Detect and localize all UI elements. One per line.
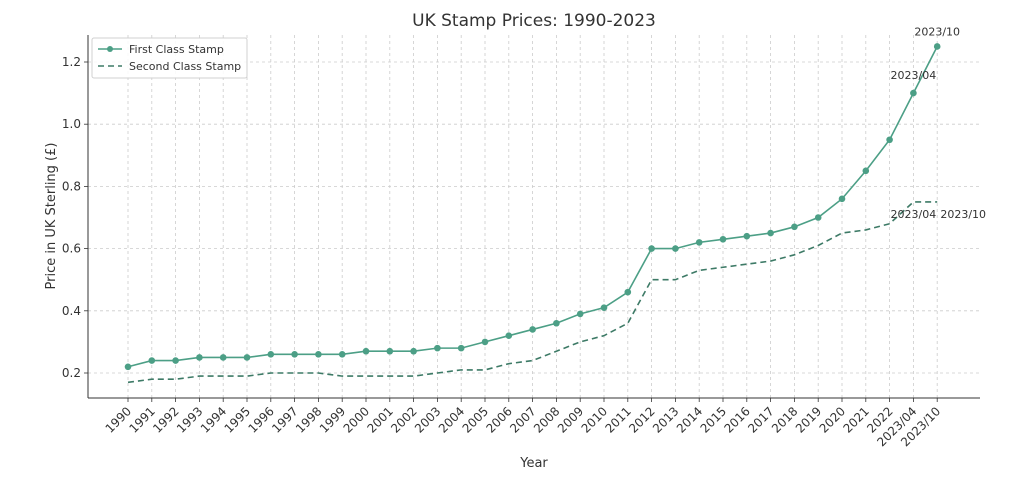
data-point [386,347,394,355]
x-tick-label: 1995 [222,404,253,435]
data-point [148,357,156,364]
data-point [624,288,632,296]
legend: First Class Stamp Second Class Stamp [91,37,248,79]
y-tick-label: 0.2 [62,366,81,380]
x-tick-label: 2019 [793,404,824,435]
data-point [838,195,846,203]
x-tick-label: 2012 [626,404,657,435]
x-tick-label: 2021 [840,404,871,435]
x-tick-label: 1990 [103,404,134,435]
data-point [529,326,536,333]
data-point [172,357,179,364]
x-tick-label: 1994 [198,404,229,435]
x-tick-label: 1996 [245,404,276,435]
data-point [410,347,417,355]
data-point [219,354,227,361]
x-tick-label: 2009 [555,404,586,435]
legend-label: Second Class Stamp [129,60,241,73]
data-point [933,43,941,50]
data-point [315,351,322,358]
data-point [743,232,751,240]
x-tick-label: 1997 [269,404,300,435]
y-tick-label: 0.8 [62,179,81,193]
data-point [434,344,441,352]
data-point [719,235,727,243]
data-point [243,354,251,361]
legend-label: First Class Stamp [129,43,224,56]
x-tick-label: 2005 [460,404,491,435]
legend-box [91,37,248,79]
y-tick-label: 0.4 [62,304,81,318]
x-tick-label: 2003 [412,404,443,435]
annotation-label: 2023/10 [914,25,960,38]
legend-marker [107,46,113,52]
series-line-second-class [127,201,938,384]
annotation-label: 2023/04 [891,69,937,82]
x-tick-label: 2004 [436,404,467,435]
annotation-label: 2023/10 [940,208,986,221]
x-tick-label: 1998 [293,404,324,435]
y-tick-label: 1.0 [62,117,81,131]
data-point [672,245,679,252]
data-point [457,344,465,352]
data-point [553,319,560,327]
x-tick-label: 1993 [174,404,205,435]
x-tick-label: 2014 [674,404,705,435]
chart-title: UK Stamp Prices: 1990-2023 [412,11,656,31]
data-point [886,136,893,144]
y-tick-label: 0.6 [62,242,81,256]
data-point [862,167,870,175]
x-tick-label: 2007 [507,404,538,435]
x-axis-label: Year [519,456,548,471]
x-tick-label: 1992 [150,404,181,435]
data-point [267,351,275,358]
grid [88,35,980,398]
x-tick-label: 2000 [341,404,372,435]
x-tick-label: 2002 [388,404,419,435]
data-point [767,229,774,237]
x-tick-label: 2016 [721,404,752,435]
x-tick-label: 2008 [531,404,562,435]
y-axis-label: Price in UK Sterling (£) [44,143,59,290]
x-tick-label: 2020 [817,404,848,435]
x-tick-label: 2013 [650,404,681,435]
data-point [791,223,798,231]
annotation-label: 2023/04 [891,208,937,221]
data-point [648,245,655,252]
data-point [505,332,513,339]
data-point [600,304,608,311]
x-tick-label: 2018 [769,404,800,435]
x-tick-label: 2011 [602,404,633,435]
data-point [196,354,203,361]
data-point [695,239,703,246]
data-point [124,363,132,371]
x-tick-label: 2017 [745,404,776,435]
x-tick-label: 1991 [126,404,157,435]
data-point [481,338,489,346]
data-point [362,347,370,355]
x-tick-label: 2015 [698,404,729,435]
data-point [291,351,298,358]
x-tick-label: 2001 [364,404,395,435]
data-point [338,351,346,358]
series-lines [124,43,941,384]
data-point [576,310,584,318]
y-tick-label: 1.2 [62,55,81,69]
data-point [814,214,822,221]
x-tick-label: 1999 [317,404,348,435]
data-point [910,89,917,97]
x-tick-label: 2010 [579,404,610,435]
x-tick-label: 2006 [483,404,514,435]
